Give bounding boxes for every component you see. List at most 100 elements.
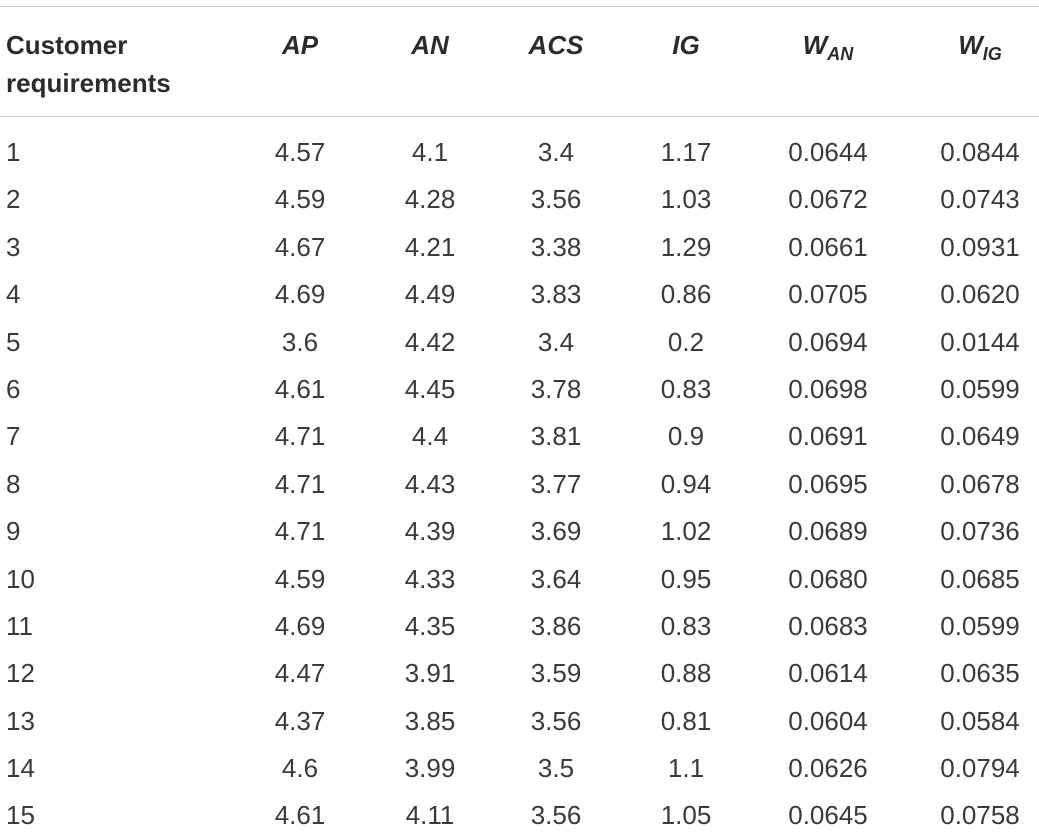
cell-ap: 4.69 [274, 610, 326, 641]
cell-w-ig: 0.0685 [940, 563, 1020, 594]
cell-ap: 4.61 [274, 373, 326, 404]
cell-an: 4.42 [404, 326, 456, 357]
cell-w-ig: 0.0620 [940, 279, 1020, 310]
cell-ap: 4.47 [274, 658, 326, 689]
cell-acs: 3.86 [530, 610, 582, 641]
cell-requirement: 9 [6, 516, 21, 547]
table-row: 6 4.61 4.45 3.78 0.83 0.0698 0.0599 [0, 366, 1039, 413]
cell-w-ig: 0.0144 [940, 326, 1020, 357]
cell-acs: 3.81 [530, 421, 582, 452]
cell-w-ig: 0.0736 [940, 516, 1020, 547]
table-row: 8 4.71 4.43 3.77 0.94 0.0695 0.0678 [0, 461, 1039, 508]
cell-an: 4.1 [411, 137, 449, 167]
cell-acs: 3.5 [537, 753, 575, 784]
table-row: 9 4.71 4.39 3.69 1.02 0.0689 0.0736 [0, 508, 1039, 555]
cell-ig: 0.83 [660, 610, 712, 641]
cell-an: 4.11 [405, 800, 455, 831]
cell-ig: 0.81 [660, 705, 712, 736]
cell-ap: 4.59 [274, 563, 326, 594]
cell-an: 3.99 [404, 753, 456, 784]
header-customer-line1: Customer [6, 30, 128, 60]
cell-ap: 4.71 [274, 421, 326, 452]
cell-requirement: 6 [6, 373, 21, 404]
cell-ig: 0.9 [667, 421, 705, 452]
cell-ig: 0.83 [660, 373, 712, 404]
cell-w-an: 0.0680 [788, 563, 868, 594]
cell-ap: 4.59 [274, 184, 326, 215]
cell-w-an: 0.0626 [788, 753, 868, 784]
header-customer-requirements: Customer requirements [6, 26, 236, 102]
cell-ap: 4.69 [274, 279, 326, 310]
cell-an: 3.91 [404, 658, 456, 689]
cell-ap: 4.57 [274, 137, 326, 167]
cell-acs: 3.64 [530, 563, 582, 594]
cell-requirement: 1 [6, 137, 21, 167]
cell-acs: 3.59 [530, 658, 582, 689]
cell-w-an: 0.0683 [788, 610, 868, 641]
cell-w-ig: 0.0599 [940, 610, 1020, 641]
cell-acs: 3.4 [537, 137, 575, 167]
cell-ap: 4.6 [281, 753, 319, 784]
cell-ig: 0.88 [660, 658, 712, 689]
cell-an: 4.35 [404, 610, 456, 641]
cell-requirement: 12 [6, 658, 35, 689]
table-row: 12 4.47 3.91 3.59 0.88 0.0614 0.0635 [0, 650, 1039, 697]
table-row: 11 4.69 4.35 3.86 0.83 0.0683 0.0599 [0, 603, 1039, 650]
cell-ap: 3.6 [281, 326, 319, 357]
cell-requirement: 3 [6, 231, 21, 262]
cell-ig: 1.29 [660, 231, 712, 262]
cell-requirement: 11 [6, 610, 33, 641]
cell-w-an: 0.0691 [788, 421, 868, 452]
cell-acs: 3.56 [530, 184, 582, 215]
cell-w-ig: 0.0635 [940, 658, 1020, 689]
cell-w-an: 0.0705 [788, 279, 868, 310]
cell-w-an: 0.0672 [788, 184, 868, 215]
cell-requirement: 7 [6, 421, 21, 452]
table-row: 3 4.67 4.21 3.38 1.29 0.0661 0.0931 [0, 224, 1039, 271]
table-body: 1 4.57 4.1 3.4 1.17 0.0644 0.0844 2 4.59 4.28 3.56… [0, 129, 1039, 840]
table-row: 1 4.57 4.1 3.4 1.17 0.0644 0.0844 [0, 129, 1039, 176]
header-w-an: WAN [768, 26, 888, 64]
table-row: 2 4.59 4.28 3.56 1.03 0.0672 0.0743 [0, 176, 1039, 223]
cell-w-ig: 0.0599 [940, 373, 1020, 404]
cell-w-an: 0.0645 [788, 800, 868, 831]
cell-acs: 3.69 [530, 516, 582, 547]
cell-an: 4.43 [404, 468, 456, 499]
cell-ap: 4.61 [274, 800, 326, 831]
cell-w-ig: 0.0794 [940, 753, 1020, 784]
cell-ig: 0.94 [660, 468, 712, 499]
cell-ig: 1.03 [660, 184, 712, 215]
cell-w-an: 0.0614 [788, 658, 868, 689]
cell-requirement: 2 [6, 184, 21, 215]
cell-acs: 3.56 [530, 705, 582, 736]
cell-acs: 3.4 [537, 326, 575, 357]
table-row: 15 4.61 4.11 3.56 1.05 0.0645 0.0758 [0, 792, 1039, 839]
header-an: AN [411, 30, 449, 60]
table-row: 13 4.37 3.85 3.56 0.81 0.0604 0.0584 [0, 698, 1039, 745]
cell-w-ig: 0.0584 [940, 705, 1020, 736]
cell-ig: 0.2 [667, 326, 705, 357]
cell-w-an: 0.0695 [788, 468, 868, 499]
cell-w-an: 0.0661 [788, 231, 868, 262]
cell-acs: 3.38 [530, 231, 582, 262]
cell-w-ig: 0.0931 [940, 231, 1020, 262]
cell-acs: 3.77 [530, 468, 582, 499]
header-ap: AP [281, 30, 319, 60]
cell-requirement: 4 [6, 279, 21, 310]
header-ig: IG [672, 30, 700, 60]
cell-w-an: 0.0698 [788, 373, 868, 404]
cell-ap: 4.37 [274, 705, 326, 736]
header-w-ig-sub: IG [982, 44, 1002, 64]
cell-requirement: 15 [6, 800, 35, 831]
cell-w-ig: 0.0758 [940, 800, 1020, 831]
cell-ap: 4.71 [274, 468, 326, 499]
header-w-ig-base: W [958, 30, 983, 60]
cell-an: 4.28 [404, 184, 456, 215]
cell-acs: 3.78 [530, 373, 582, 404]
cell-an: 4.45 [404, 373, 456, 404]
cell-requirement: 8 [6, 468, 21, 499]
cell-requirement: 5 [6, 326, 21, 357]
cell-w-ig: 0.0844 [940, 137, 1020, 167]
cell-ap: 4.67 [274, 231, 326, 262]
